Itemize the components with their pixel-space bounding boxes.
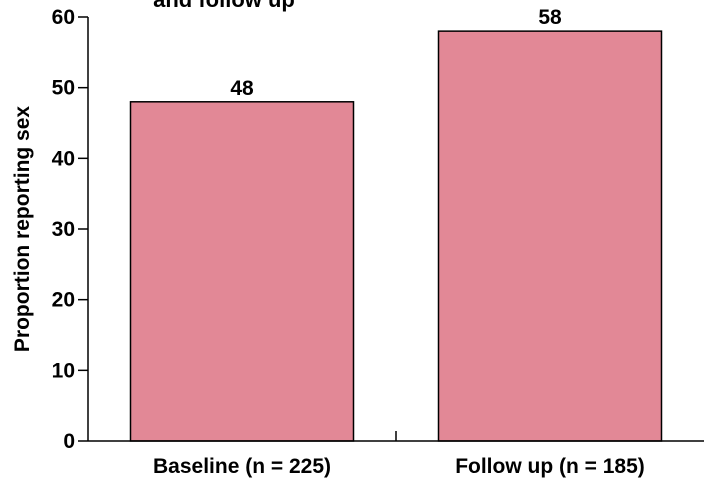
plot-area: 48 Baseline (n = 225) 58 Follow up (n = 185…	[52, 6, 704, 478]
x-tick-label-1: Baseline (n = 225)	[153, 455, 331, 478]
y-tick-label-50: 50	[52, 77, 75, 100]
data-label-1: 48	[230, 77, 254, 100]
data-label-2: 58	[538, 6, 562, 29]
y-tick-label-20: 20	[52, 289, 75, 312]
y-tick-label-30: 30	[52, 218, 75, 241]
y-tick-label-60: 60	[52, 6, 75, 29]
y-tick-label-0: 0	[63, 430, 75, 453]
bar-1	[129, 101, 355, 442]
y-axis-title: Proportion reporting sex	[11, 106, 34, 353]
chart-title: and follow up	[153, 0, 295, 12]
y-tick-label-40: 40	[52, 147, 75, 170]
bar-2	[437, 30, 663, 442]
x-tick-label-2: Follow up (n = 185)	[455, 455, 645, 478]
y-tick-label-10: 10	[52, 359, 75, 382]
